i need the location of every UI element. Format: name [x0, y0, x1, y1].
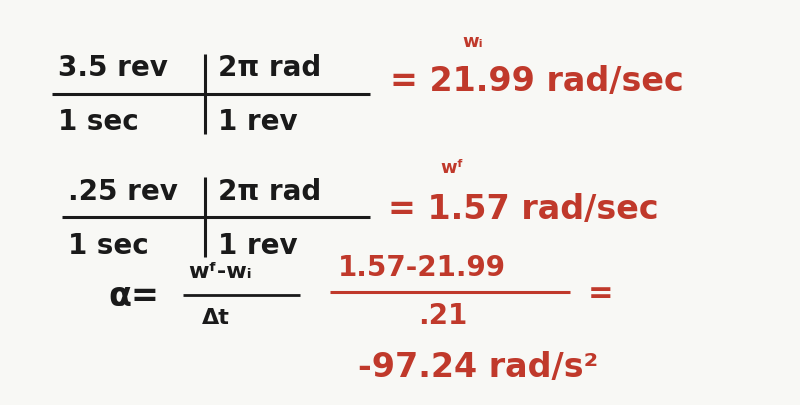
Text: 2π rad: 2π rad: [218, 177, 322, 205]
Text: = 21.99 rad/sec: = 21.99 rad/sec: [390, 65, 684, 98]
Text: 1 sec: 1 sec: [58, 108, 138, 136]
Text: wᶠ: wᶠ: [440, 159, 463, 177]
Text: wᵢ: wᵢ: [462, 33, 482, 51]
Text: Δt: Δt: [202, 307, 230, 327]
Text: 1 sec: 1 sec: [68, 231, 149, 259]
Text: 1 rev: 1 rev: [218, 231, 298, 259]
Text: 2π rad: 2π rad: [218, 54, 322, 82]
Text: 3.5 rev: 3.5 rev: [58, 54, 168, 82]
Text: -97.24 rad/s²: -97.24 rad/s²: [358, 351, 598, 384]
Text: 1 rev: 1 rev: [218, 108, 298, 136]
Text: α=: α=: [108, 279, 159, 312]
Text: .21: .21: [418, 301, 467, 329]
Text: 1.57-21.99: 1.57-21.99: [338, 254, 506, 281]
Text: .25 rev: .25 rev: [68, 177, 178, 205]
Text: wᶠ-wᵢ: wᶠ-wᵢ: [188, 261, 252, 281]
Text: =: =: [588, 278, 614, 307]
Text: = 1.57 rad/sec: = 1.57 rad/sec: [388, 193, 658, 226]
